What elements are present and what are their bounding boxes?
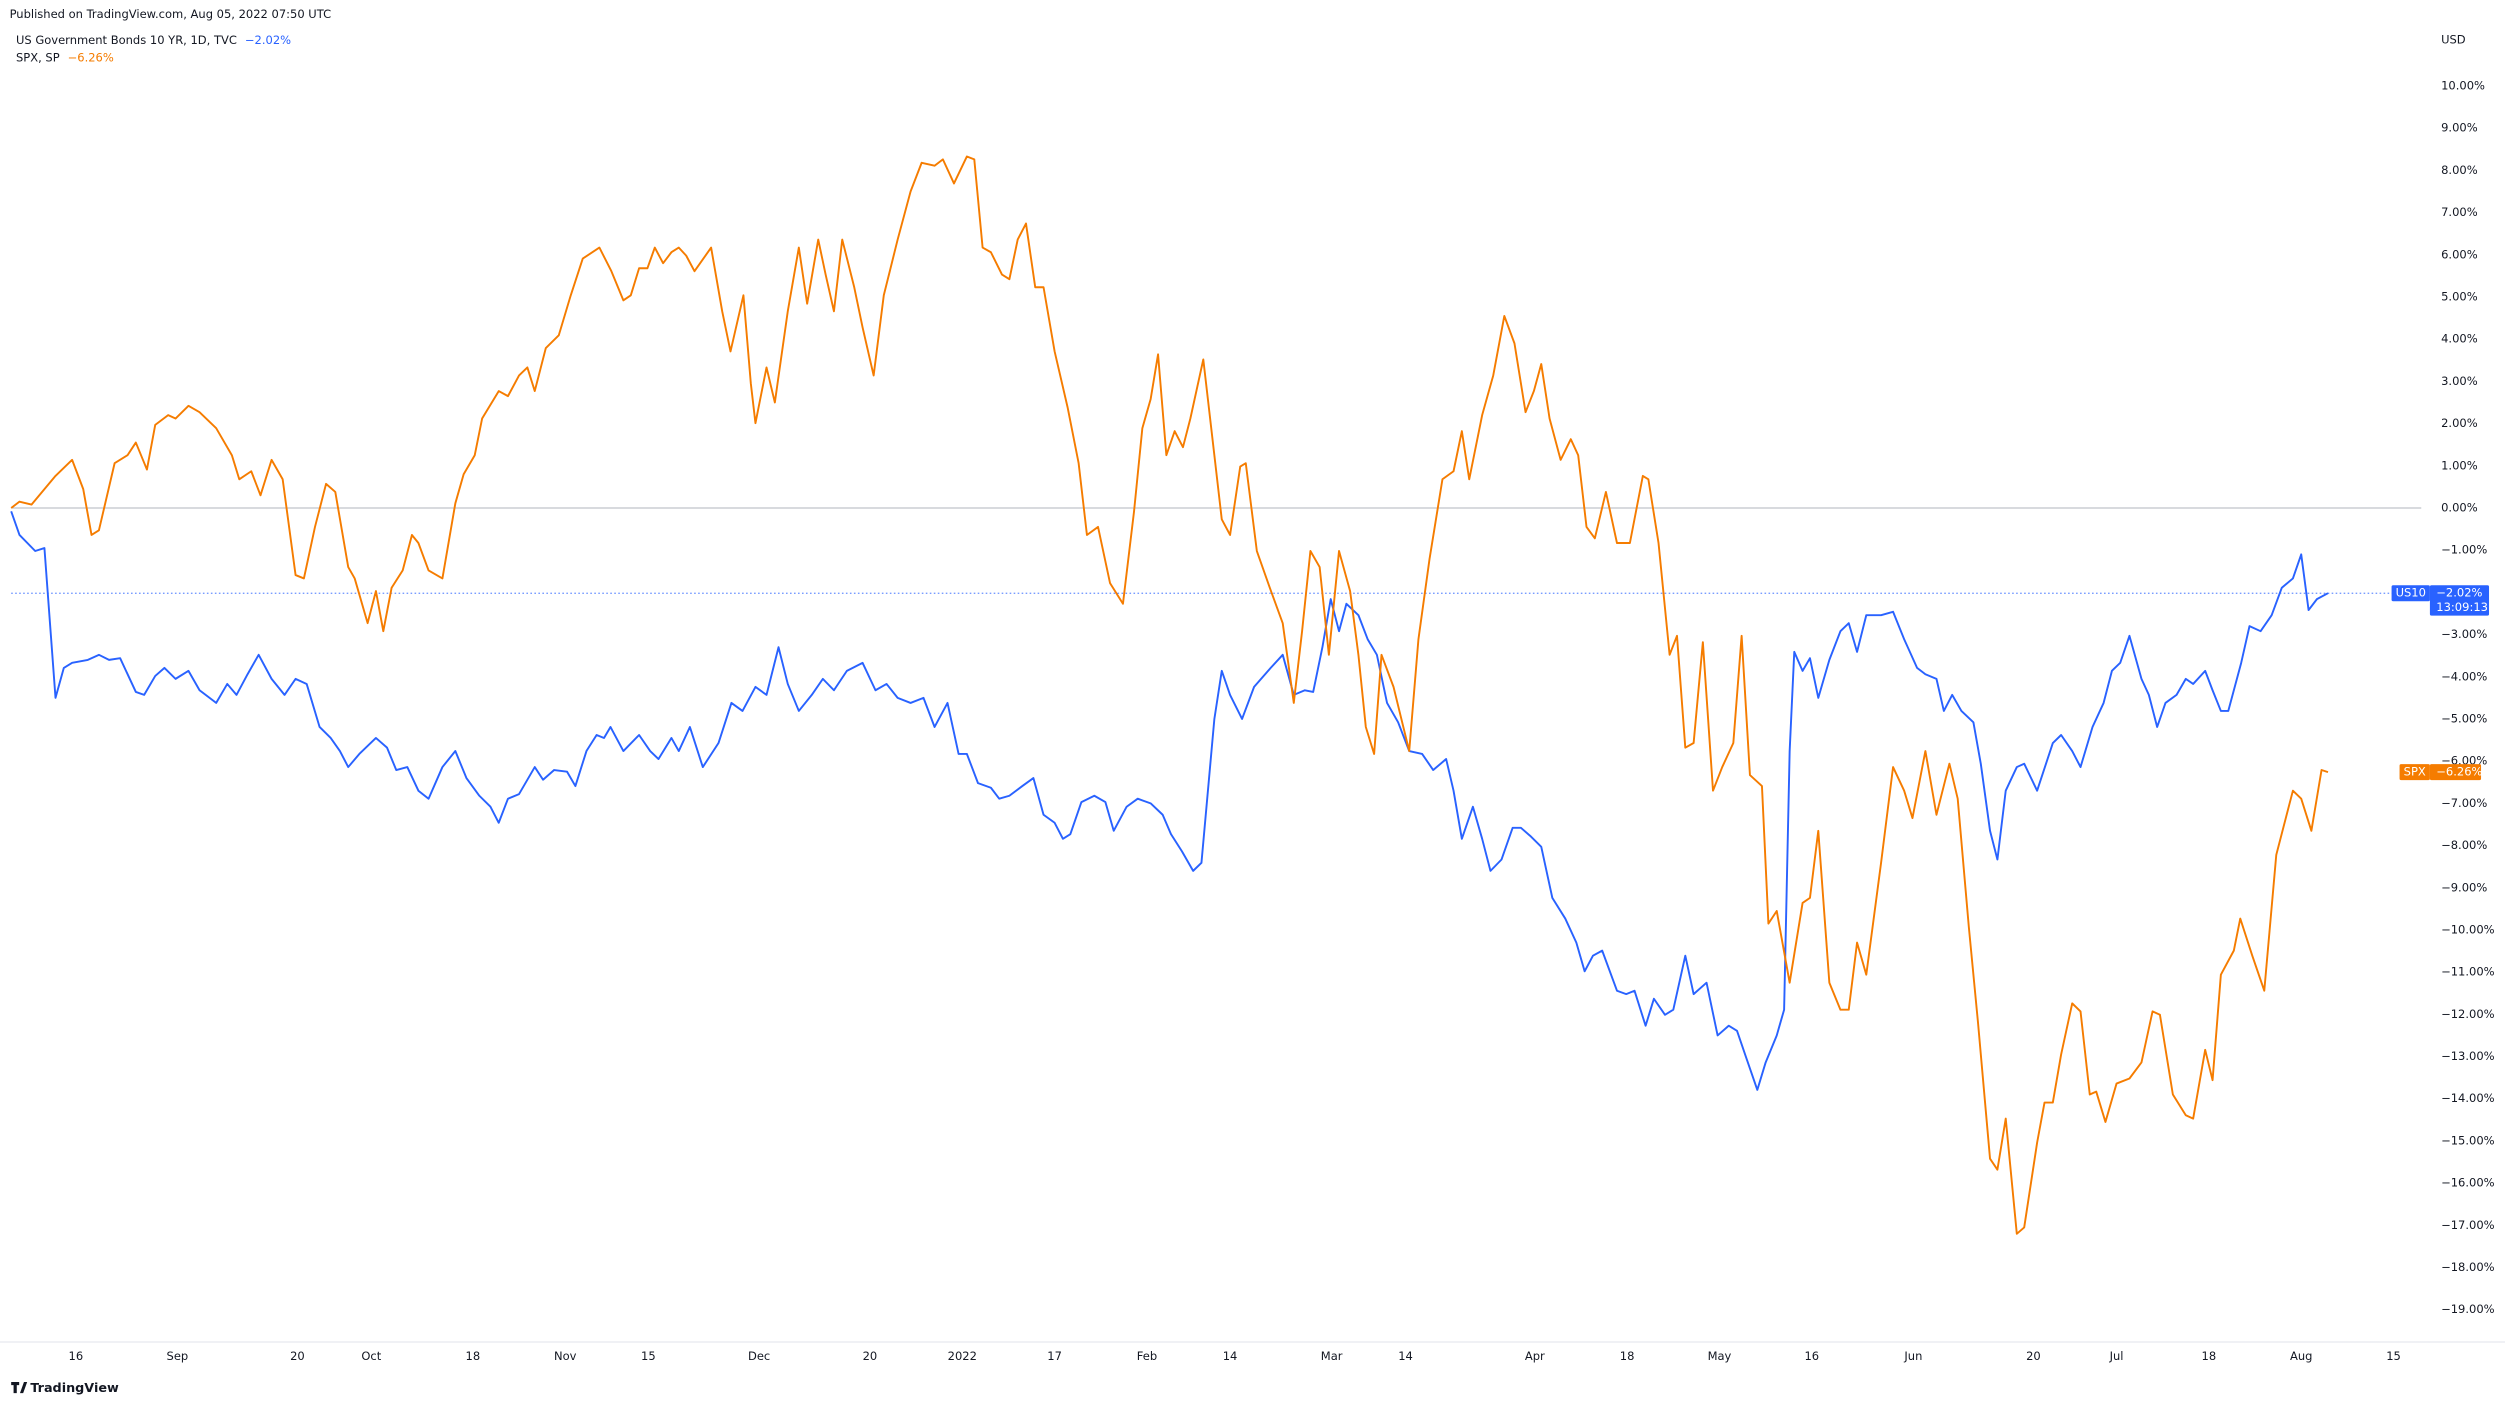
legend-change: −6.26% <box>68 50 114 64</box>
footer-brand: TradingView <box>30 1381 119 1396</box>
x-tick-label: 14 <box>1223 1349 1238 1363</box>
legend-name: US Government Bonds 10 YR, 1D, TVC <box>16 33 237 47</box>
x-tick-label: Jul <box>2109 1349 2124 1363</box>
y-tick-label: 5.00% <box>2441 289 2478 303</box>
legend-change: −2.02% <box>245 33 291 47</box>
y-tick-label: −1.00% <box>2441 543 2487 557</box>
y-tick-label: −14.00% <box>2441 1091 2495 1105</box>
x-tick-label: Sep <box>167 1349 189 1363</box>
x-tick-label: 15 <box>641 1349 656 1363</box>
y-tick-label: 6.00% <box>2441 247 2478 261</box>
x-tick-label: Nov <box>554 1349 577 1363</box>
symbol-tag-label: SPX <box>2404 765 2426 779</box>
x-tick-label: 18 <box>466 1349 481 1363</box>
x-tick-label: 20 <box>863 1349 878 1363</box>
x-tick-label: 2022 <box>948 1349 977 1363</box>
y-tick-label: 7.00% <box>2441 205 2478 219</box>
legend-entry: US Government Bonds 10 YR, 1D, TVC −2.02% <box>16 33 291 47</box>
x-tick-label: 16 <box>69 1349 84 1363</box>
x-tick-label: Oct <box>361 1349 381 1363</box>
legend-name: SPX, SP <box>16 50 60 64</box>
x-tick-label: 15 <box>2386 1349 2401 1363</box>
y-tick-label: 3.00% <box>2441 374 2478 388</box>
symbol-tag <box>2399 764 2430 781</box>
y-tick-label: 4.00% <box>2441 332 2478 346</box>
y-tick-label: −19.00% <box>2441 1302 2495 1316</box>
x-tick-label: Apr <box>1525 1349 1545 1363</box>
y-tick-label: 10.00% <box>2441 78 2485 92</box>
y-tick-label: 8.00% <box>2441 163 2478 177</box>
x-tick-label: Feb <box>1137 1349 1157 1363</box>
x-tick-label: 16 <box>1804 1349 1819 1363</box>
x-tick-label: 18 <box>2202 1349 2217 1363</box>
x-tick-label: 20 <box>2026 1349 2041 1363</box>
x-tick-label: Jun <box>1903 1349 1922 1363</box>
y-tick-label: −5.00% <box>2441 711 2487 725</box>
y-tick-label: 9.00% <box>2441 121 2478 135</box>
x-tick-label: 20 <box>290 1349 305 1363</box>
y-tick-label: −9.00% <box>2441 880 2487 894</box>
symbol-tag-label: US10 <box>2396 586 2426 600</box>
legend-entry: SPX, SP −6.26% <box>16 50 114 64</box>
series-line <box>10 155 2329 1235</box>
symbol-tag <box>2391 585 2430 602</box>
y-tick-label: 1.00% <box>2441 458 2478 472</box>
price-tag-label: −6.26% <box>2436 765 2482 779</box>
y-tick-label: 0.00% <box>2441 500 2478 514</box>
price-tag <box>2429 764 2482 781</box>
y-tick-label: −11.00% <box>2441 965 2495 979</box>
x-tick-label: 18 <box>1620 1349 1635 1363</box>
countdown-label: 13:09:13 <box>2436 600 2488 614</box>
x-tick-label: 14 <box>1398 1349 1413 1363</box>
price-tag <box>2429 585 2490 616</box>
y-tick-label: −12.00% <box>2441 1007 2495 1021</box>
y-tick-label: −8.00% <box>2441 838 2487 852</box>
y-tick-label: −13.00% <box>2441 1049 2495 1063</box>
published-header: Published on TradingView.com, Aug 05, 20… <box>10 7 332 21</box>
x-tick-label: Aug <box>2290 1349 2312 1363</box>
y-tick-label: −7.00% <box>2441 796 2487 810</box>
y-axis-currency: USD <box>2441 33 2466 47</box>
y-tick-label: −18.00% <box>2441 1260 2495 1274</box>
x-tick-label: 17 <box>1047 1349 1062 1363</box>
tradingview-logo <box>11 1381 28 1394</box>
series-line <box>10 511 2329 1091</box>
x-tick-label: Dec <box>748 1349 770 1363</box>
price-tag-label: −2.02% <box>2436 586 2482 600</box>
y-tick-label: −15.00% <box>2441 1133 2495 1147</box>
x-tick-label: May <box>1708 1349 1732 1363</box>
y-tick-label: −3.00% <box>2441 627 2487 641</box>
y-tick-label: −4.00% <box>2441 669 2487 683</box>
y-tick-label: −16.00% <box>2441 1176 2495 1190</box>
x-tick-label: Mar <box>1321 1349 1343 1363</box>
y-tick-label: −17.00% <box>2441 1218 2495 1232</box>
y-tick-label: 2.00% <box>2441 416 2478 430</box>
y-tick-label: −10.00% <box>2441 922 2495 936</box>
